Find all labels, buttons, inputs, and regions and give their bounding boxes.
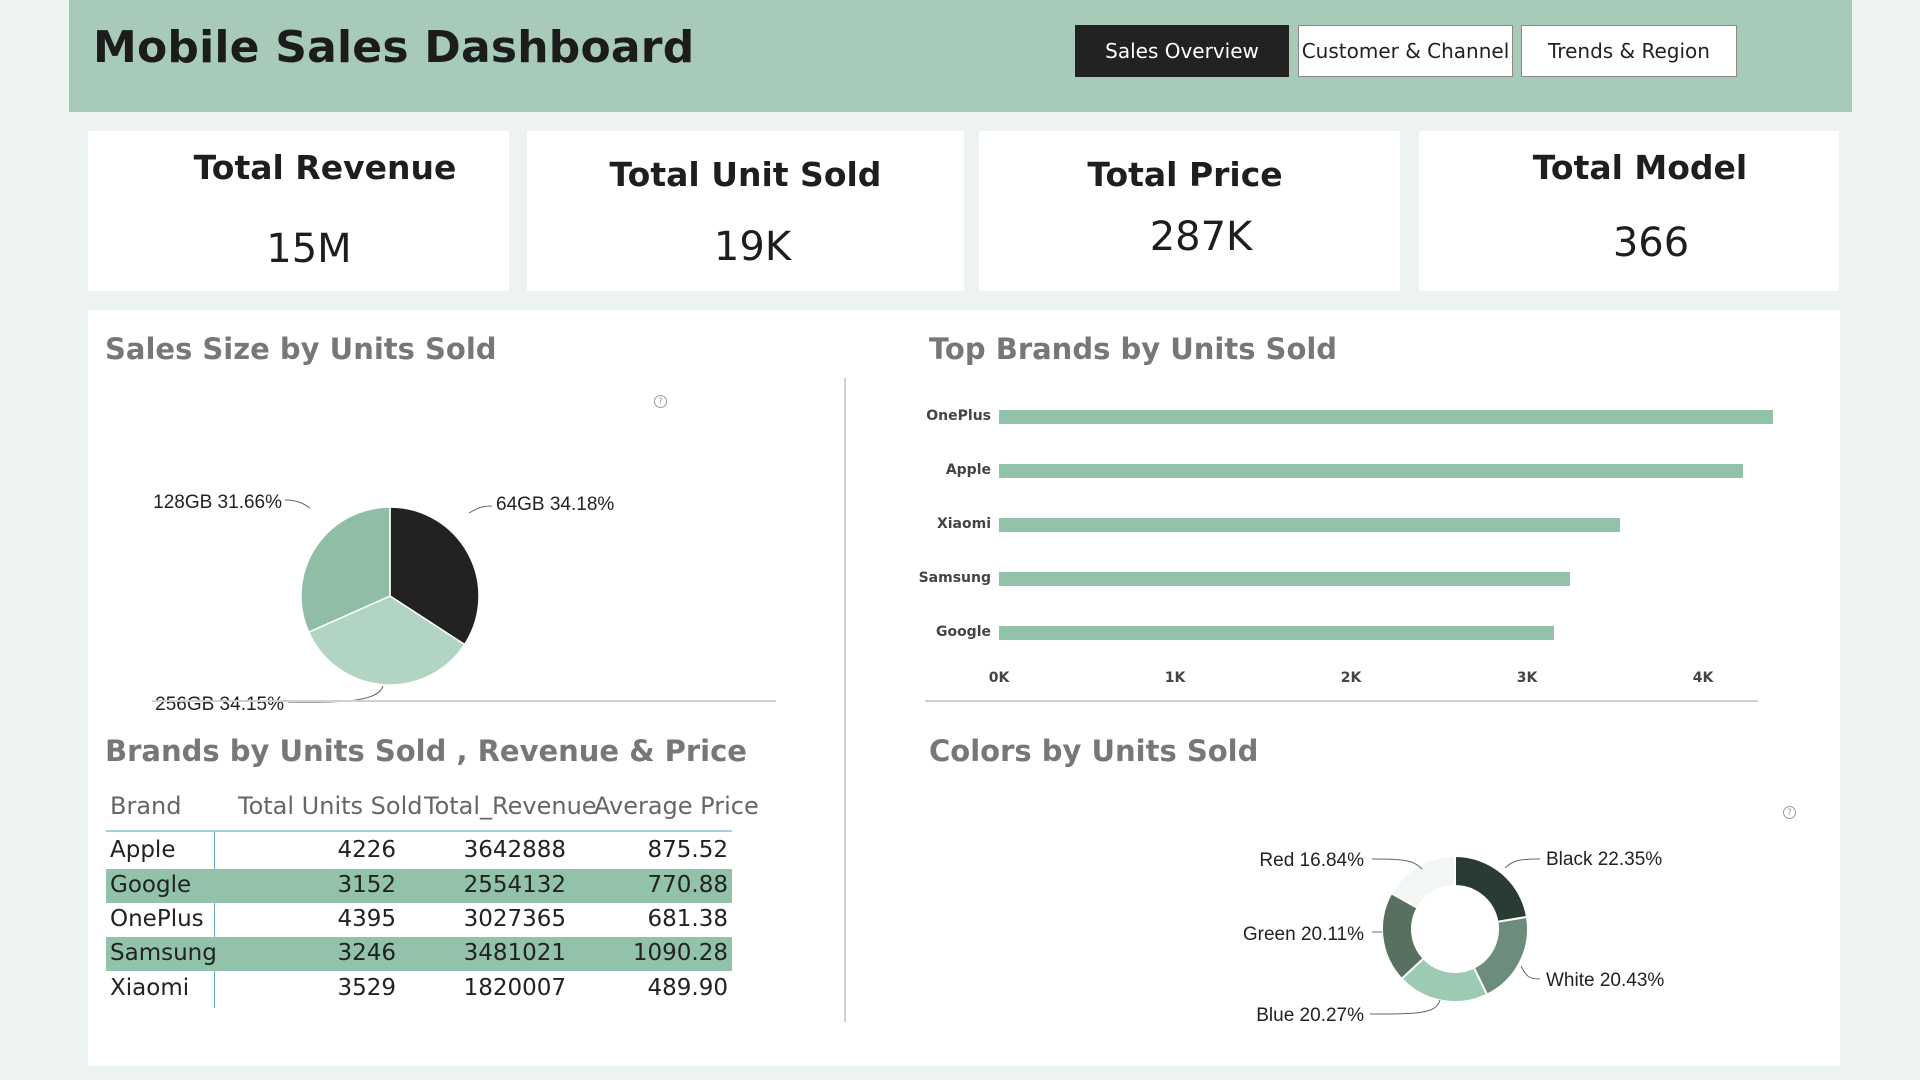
cell-revenue: 3481021 (463, 940, 566, 966)
x-tick-label: 3K (1516, 670, 1538, 686)
cell-revenue: 2554132 (463, 872, 566, 898)
bar-google[interactable] (999, 626, 1554, 640)
sales-size-pie-chart: 64GB 34.18% 256GB 34.15% 128GB 31.66% (153, 492, 614, 715)
cell-brand: OnePlus (110, 906, 204, 932)
bar-samsung[interactable] (999, 572, 1571, 586)
top-brands-bar-chart: OnePlus Apple Xiaomi Samsung Google 0K 1K 2K 3K 4… (88, 310, 1840, 690)
donut-slice-red[interactable] (1390, 854, 1456, 910)
donut-data-label: Blue 20.27% (1256, 1005, 1364, 1026)
x-tick-label: 4K (1692, 670, 1714, 686)
bar-category-label: Google (935, 624, 991, 640)
donut-leader-line (1369, 999, 1441, 1015)
donut-slice-black[interactable] (1454, 854, 1529, 924)
kpi-value: 19K (713, 224, 792, 270)
pie-leader-line (284, 499, 311, 509)
col-header-units[interactable]: Total Units Sold (238, 792, 423, 820)
pie-slice-256gb[interactable] (307, 595, 466, 686)
table-title: Brands by Units Sold , Revenue & Price (105, 734, 747, 768)
cell-units: 4226 (337, 837, 396, 863)
header-bar: Mobile Sales Dashboard Sales Overview Cu… (69, 0, 1852, 112)
kpi-value: 287K (1149, 214, 1253, 260)
column-rule (214, 832, 215, 1008)
cell-units: 3529 (337, 975, 396, 1001)
cell-units: 3152 (337, 872, 396, 898)
bar-title: Top Brands by Units Sold (929, 332, 1338, 366)
pie-slice-128gb[interactable] (300, 506, 391, 634)
pie-title: Sales Size by Units Sold (105, 332, 497, 366)
table-row[interactable]: OnePlus 4395 3027365 681.38 (106, 903, 732, 937)
header-rule (106, 830, 732, 832)
cell-avg-price: 1090.28 (632, 940, 728, 966)
pie-leader-line (468, 505, 493, 514)
donut-data-label: Black 22.35% (1546, 849, 1662, 870)
cell-avg-price: 770.88 (647, 872, 728, 898)
bar-category-label: OnePlus (926, 408, 991, 424)
donut-leader-line (1504, 858, 1541, 869)
kpi-label: Total Revenue (193, 148, 457, 187)
kpi-label: Total Unit Sold (609, 155, 882, 194)
divider (152, 700, 776, 702)
col-header-avg-price[interactable]: Average Price (594, 792, 759, 820)
bar-category-label: Xiaomi (936, 516, 991, 532)
pie-leader-line (287, 685, 384, 703)
cell-avg-price: 489.90 (647, 975, 728, 1001)
table-row[interactable]: Google 3152 2554132 770.88 (106, 869, 732, 903)
donut-data-label: White 20.43% (1546, 970, 1664, 991)
cell-revenue: 1820007 (463, 975, 566, 1001)
pie-data-label: 256GB 34.15% (155, 694, 284, 715)
donut-title: Colors by Units Sold (929, 734, 1259, 768)
page-title: Mobile Sales Dashboard (93, 22, 695, 73)
kpi-card-total-revenue: Total Revenue 15M (88, 131, 509, 291)
help-icon[interactable]: ? (654, 395, 667, 408)
colors-donut-chart: Black 22.35% White 20.43% Blue 20.27% Green… (1243, 849, 1665, 1026)
x-tick-label: 1K (1164, 670, 1186, 686)
divider (844, 378, 846, 1022)
kpi-value: 366 (1612, 220, 1690, 266)
kpi-value: 15M (266, 226, 352, 272)
donut-leader-line (1371, 858, 1423, 870)
tab-customer-channel[interactable]: Customer & Channel (1298, 25, 1513, 77)
main-panel: Sales Size by Units Sold ? 64GB 34.18% 25… (88, 310, 1840, 1066)
donut-data-label: Green 20.11% (1243, 924, 1364, 945)
bar-oneplus[interactable] (999, 410, 1773, 424)
cell-avg-price: 681.38 (647, 906, 728, 932)
cell-revenue: 3642888 (463, 837, 566, 863)
x-tick-label: 2K (1340, 670, 1362, 686)
bar-category-label: Apple (945, 462, 991, 478)
kpi-label: Total Model (1532, 148, 1748, 187)
col-header-brand[interactable]: Brand (110, 792, 182, 820)
pie-data-label: 128GB 31.66% (153, 492, 282, 513)
pie-data-label: 64GB 34.18% (496, 494, 614, 515)
cell-units: 3246 (337, 940, 396, 966)
tab-trends-region[interactable]: Trends & Region (1521, 25, 1737, 77)
kpi-card-total-model: Total Model 366 (1419, 131, 1839, 291)
table-row[interactable]: Samsung 3246 3481021 1090.28 (106, 937, 732, 971)
table-row[interactable]: Xiaomi 3529 1820007 489.90 (106, 972, 732, 1006)
cell-revenue: 3027365 (463, 906, 566, 932)
kpi-card-total-price: Total Price 287K (979, 131, 1400, 291)
kpi-card-total-unit-sold: Total Unit Sold 19K (527, 131, 964, 291)
tab-sales-overview[interactable]: Sales Overview (1075, 25, 1289, 77)
cell-avg-price: 875.52 (647, 837, 728, 863)
divider (925, 700, 1758, 702)
donut-data-label: Red 16.84% (1259, 850, 1364, 871)
table-row[interactable]: Apple 4226 3642888 875.52 (106, 834, 732, 868)
bar-category-label: Samsung (918, 570, 991, 586)
bar-apple[interactable] (999, 464, 1743, 478)
help-icon[interactable]: ? (1783, 806, 1796, 819)
kpi-label: Total Price (1087, 155, 1283, 194)
col-header-revenue[interactable]: Total_Revenue (424, 792, 597, 820)
donut-leader-line (1520, 965, 1541, 980)
cell-brand: Google (110, 872, 192, 898)
cell-brand: Apple (110, 837, 176, 863)
x-tick-label: 0K (988, 670, 1010, 686)
cell-brand: Samsung (110, 940, 217, 966)
cell-brand: Xiaomi (110, 975, 190, 1001)
bar-xiaomi[interactable] (999, 518, 1621, 532)
cell-units: 4395 (337, 906, 396, 932)
